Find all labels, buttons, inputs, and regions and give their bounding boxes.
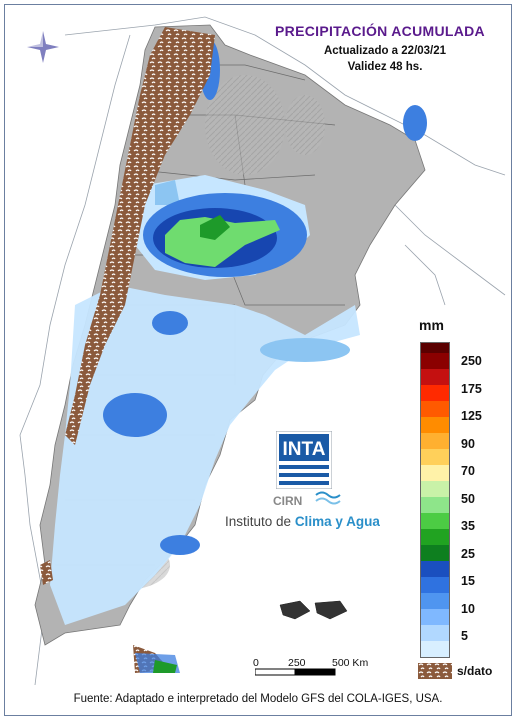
rain-blue-patch-3 <box>160 535 200 555</box>
nodata-swatch <box>418 663 452 679</box>
legend-swatch <box>421 433 449 449</box>
validity: Validez 48 hs. <box>347 61 423 73</box>
legend-label: 35 <box>461 519 475 533</box>
scale-label-0: 0 <box>253 657 259 669</box>
legend-swatch <box>421 353 449 369</box>
rain-blue-patch-4 <box>403 105 427 141</box>
legend-label: 250 <box>461 354 482 368</box>
rain-light-area <box>50 285 360 625</box>
legend-label: 125 <box>461 409 482 423</box>
compass-icon <box>27 31 59 63</box>
legend-label: 70 <box>461 464 475 478</box>
legend-label: 175 <box>461 381 482 396</box>
legend-label: 90 <box>461 436 475 451</box>
inta-text: INTA <box>283 439 326 460</box>
malvinas-islands <box>279 600 348 620</box>
legend-label: 10 <box>461 601 475 616</box>
rain-mid-patch-2 <box>260 338 350 362</box>
legend-swatch <box>421 593 449 609</box>
fuego-green <box>153 660 177 673</box>
rain-blue-patch-1 <box>103 393 167 437</box>
legend-swatch <box>421 545 449 561</box>
rain-green-dark-core <box>200 215 230 240</box>
institute-highlight: Clima y Agua <box>294 514 380 529</box>
nodata-south <box>40 560 53 585</box>
precipitation-map <box>19 16 506 686</box>
scale-bar <box>255 668 336 676</box>
map-frame: PRECIPITACIÓN ACUMULADA Actualizado a 22… <box>4 4 512 716</box>
legend-swatch <box>421 641 449 657</box>
legend-swatch <box>421 465 449 481</box>
legend-swatch <box>421 561 449 577</box>
cirn-label: CIRN <box>273 494 303 508</box>
legend-label: 50 <box>461 491 475 506</box>
map-title: PRECIPITACIÓN ACUMULADA <box>275 23 485 39</box>
legend-swatch <box>421 481 449 497</box>
rain-blue-patch-2 <box>152 311 188 335</box>
legend-swatch <box>421 497 449 513</box>
nodata-andes <box>65 27 215 445</box>
legend-swatch <box>421 609 449 625</box>
legend-swatch <box>421 513 449 529</box>
updated-date: Actualizado a 22/03/21 <box>323 45 447 57</box>
rain-mid-patch <box>155 180 180 205</box>
legend-color-bar <box>420 342 450 658</box>
legend-swatch <box>421 625 449 641</box>
legend-swatch <box>421 417 449 433</box>
legend-label: 5 <box>461 629 468 643</box>
legend-unit: mm <box>419 317 444 333</box>
legend-swatch <box>421 369 449 385</box>
legend-label: 15 <box>461 574 475 588</box>
legend-swatch <box>421 529 449 545</box>
source-text: Fuente: Adaptado e interpretado del Mode… <box>73 693 443 705</box>
legend-swatch <box>421 449 449 465</box>
legend-swatch <box>421 343 449 353</box>
legend-label: 25 <box>461 546 475 561</box>
rain-green-core <box>165 217 280 267</box>
legend-swatch <box>421 577 449 593</box>
legend-swatch <box>421 385 449 401</box>
inta-logo: INTA <box>276 431 332 489</box>
institute-name: Instituto de Clima y Agua <box>225 514 380 529</box>
wave-icon <box>315 491 341 505</box>
scale-label-500: 500 Km <box>332 657 369 669</box>
nodata-label: s/dato <box>457 664 493 678</box>
legend-swatch <box>421 401 449 417</box>
scale-label-250: 250 <box>288 657 306 669</box>
